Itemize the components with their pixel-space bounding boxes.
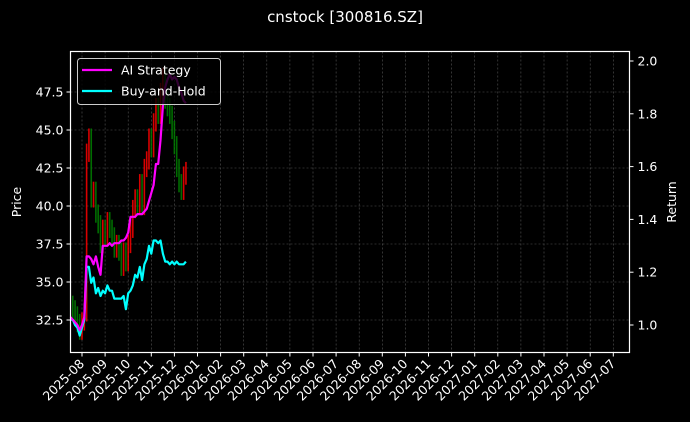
y2-axis-label: Return bbox=[664, 181, 679, 222]
legend-box bbox=[77, 58, 221, 105]
chart-title: cnstock [300816.SZ] bbox=[267, 8, 423, 26]
legend: AI Strategy Buy-and-Hold bbox=[77, 58, 221, 105]
buy-and-hold-line bbox=[70, 239, 187, 337]
y2-tick-label: 1.6 bbox=[638, 159, 658, 174]
y-axis-label: Price bbox=[9, 186, 24, 217]
y2-tick-label: 1.2 bbox=[638, 265, 658, 280]
y-tick-label: 40.0 bbox=[36, 199, 64, 214]
y2-tick-label: 1.8 bbox=[638, 106, 658, 121]
y-tick-label: 37.5 bbox=[36, 237, 64, 252]
grid-lines bbox=[70, 51, 630, 353]
y-tick-label: 47.5 bbox=[36, 85, 64, 100]
y-tick-label: 45.0 bbox=[36, 123, 64, 138]
legend-label-buy-and-hold: Buy-and-Hold bbox=[121, 84, 206, 99]
y2-tick-label: 1.0 bbox=[638, 318, 658, 333]
y-tick-label: 35.0 bbox=[36, 275, 64, 290]
plot-frame bbox=[69, 50, 631, 354]
y2-tick-label: 1.4 bbox=[638, 212, 658, 227]
legend-label-ai-strategy: AI Strategy bbox=[121, 63, 191, 78]
y2-tick-label: 2.0 bbox=[638, 54, 658, 69]
y-tick-label: 42.5 bbox=[36, 161, 64, 176]
y-tick-label: 32.5 bbox=[36, 313, 64, 328]
price-candles bbox=[71, 67, 187, 340]
